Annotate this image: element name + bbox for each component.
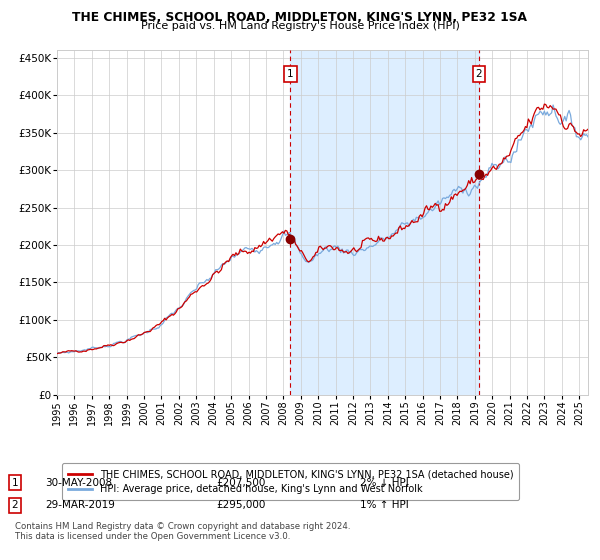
Text: THE CHIMES, SCHOOL ROAD, MIDDLETON, KING'S LYNN, PE32 1SA: THE CHIMES, SCHOOL ROAD, MIDDLETON, KING… (73, 11, 527, 24)
Text: 1: 1 (287, 69, 294, 80)
Text: £207,500: £207,500 (216, 478, 265, 488)
Text: Contains HM Land Registry data © Crown copyright and database right 2024.: Contains HM Land Registry data © Crown c… (15, 522, 350, 531)
Text: This data is licensed under the Open Government Licence v3.0.: This data is licensed under the Open Gov… (15, 532, 290, 541)
Text: £295,000: £295,000 (216, 500, 265, 510)
Text: 1: 1 (11, 478, 19, 488)
Bar (290, 50, 479, 395)
Text: 30-MAY-2008: 30-MAY-2008 (45, 478, 112, 488)
Text: 29-MAR-2019: 29-MAR-2019 (45, 500, 115, 510)
Text: 2: 2 (11, 500, 19, 510)
Text: 2% ↓ HPI: 2% ↓ HPI (360, 478, 409, 488)
Legend: THE CHIMES, SCHOOL ROAD, MIDDLETON, KING'S LYNN, PE32 1SA (detached house), HPI:: THE CHIMES, SCHOOL ROAD, MIDDLETON, KING… (62, 463, 519, 500)
Text: 2: 2 (476, 69, 482, 80)
Text: 1% ↑ HPI: 1% ↑ HPI (360, 500, 409, 510)
Text: Price paid vs. HM Land Registry's House Price Index (HPI): Price paid vs. HM Land Registry's House … (140, 21, 460, 31)
